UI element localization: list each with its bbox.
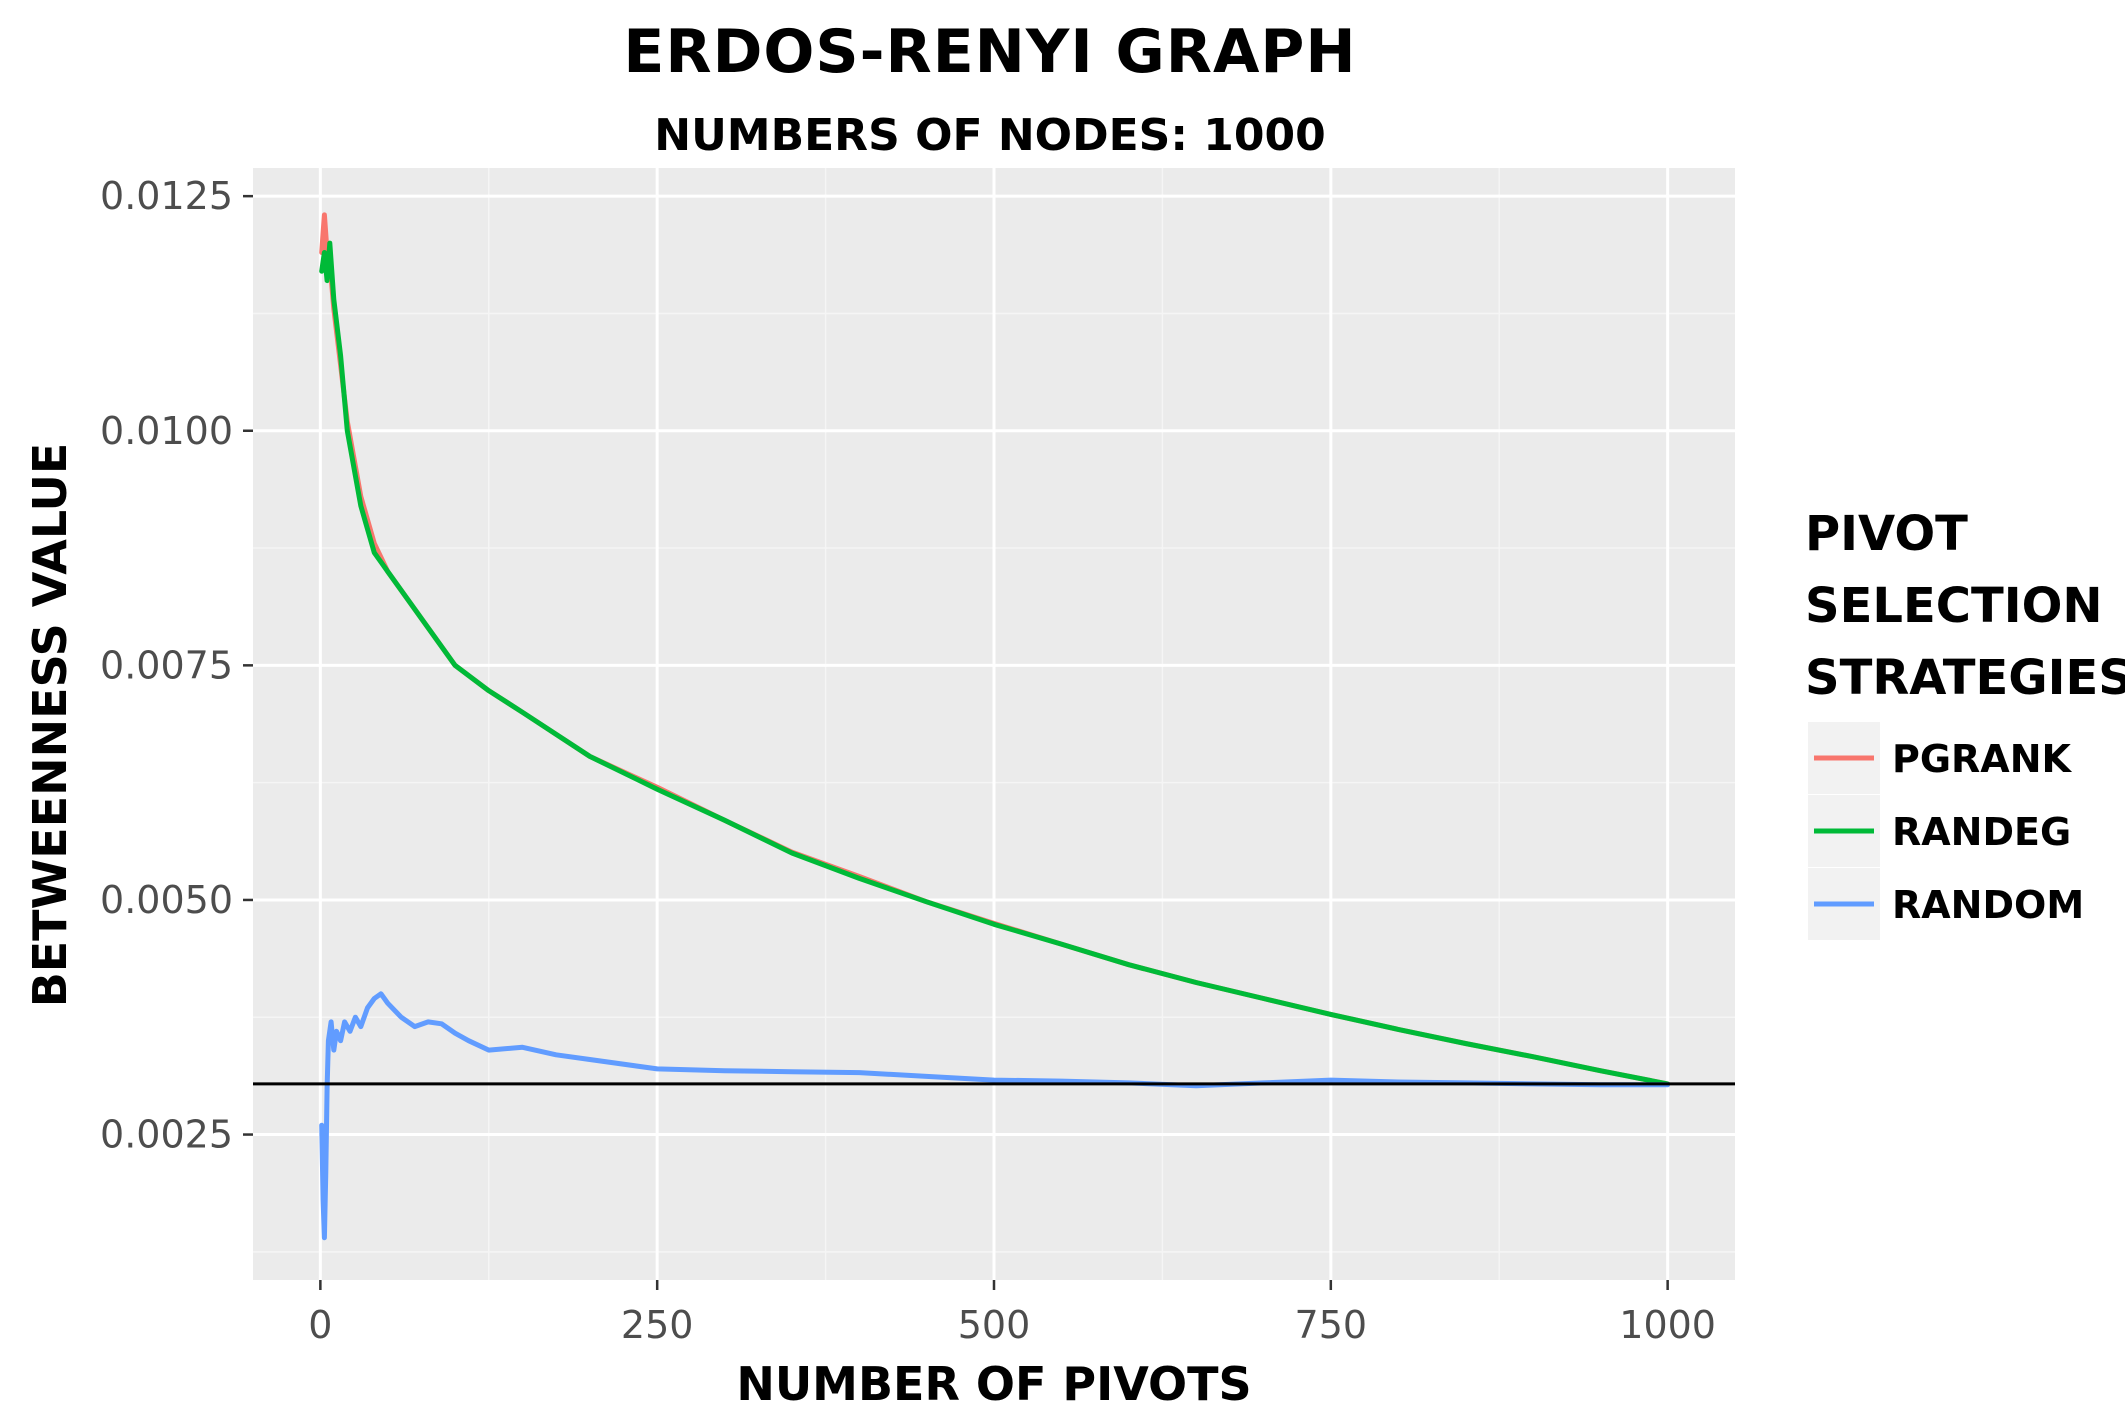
x-tick-label: 0: [308, 1303, 332, 1347]
legend: PIVOT SELECTION STRATEGIES PGRANK RANDEG R…: [1805, 506, 2125, 940]
x-tick-label: 500: [958, 1303, 1031, 1347]
y-axis-title: BETWEENNESS VALUE: [23, 443, 77, 1008]
x-tick-label: 750: [1295, 1303, 1368, 1347]
legend-title-line-3: STRATEGIES: [1805, 650, 2125, 706]
series-line-randeg: [319, 240, 1671, 1087]
x-tick-label: 250: [621, 1303, 694, 1347]
chart-subtitle: NUMBERS OF NODES: 1000: [654, 110, 1325, 161]
y-tick-label: 0.0125: [100, 174, 233, 218]
legend-label-random: RANDOM: [1892, 883, 2084, 927]
legend-label-pgrank: PGRANK: [1892, 737, 2073, 781]
legend-title-line-2: SELECTION: [1805, 578, 2103, 634]
x-axis-title: NUMBER OF PIVOTS: [736, 1357, 1251, 1411]
y-tick-label: 0.0100: [100, 409, 233, 453]
grid: [253, 168, 1735, 1280]
x-tick-label: 1000: [1619, 1303, 1716, 1347]
legend-label-randeg: RANDEG: [1892, 810, 2071, 854]
legend-title-line-1: PIVOT: [1805, 506, 1968, 562]
chart-title: ERDOS-RENYI GRAPH: [623, 17, 1356, 87]
y-tick-label: 0.0075: [100, 643, 233, 687]
y-axis: 0.0025 0.0050 0.0075 0.0100 0.0125: [100, 174, 253, 1157]
x-axis: 0 250 500 750 1000: [308, 1280, 1716, 1347]
y-tick-label: 0.0050: [100, 878, 233, 922]
y-tick-label: 0.0025: [100, 1113, 233, 1157]
